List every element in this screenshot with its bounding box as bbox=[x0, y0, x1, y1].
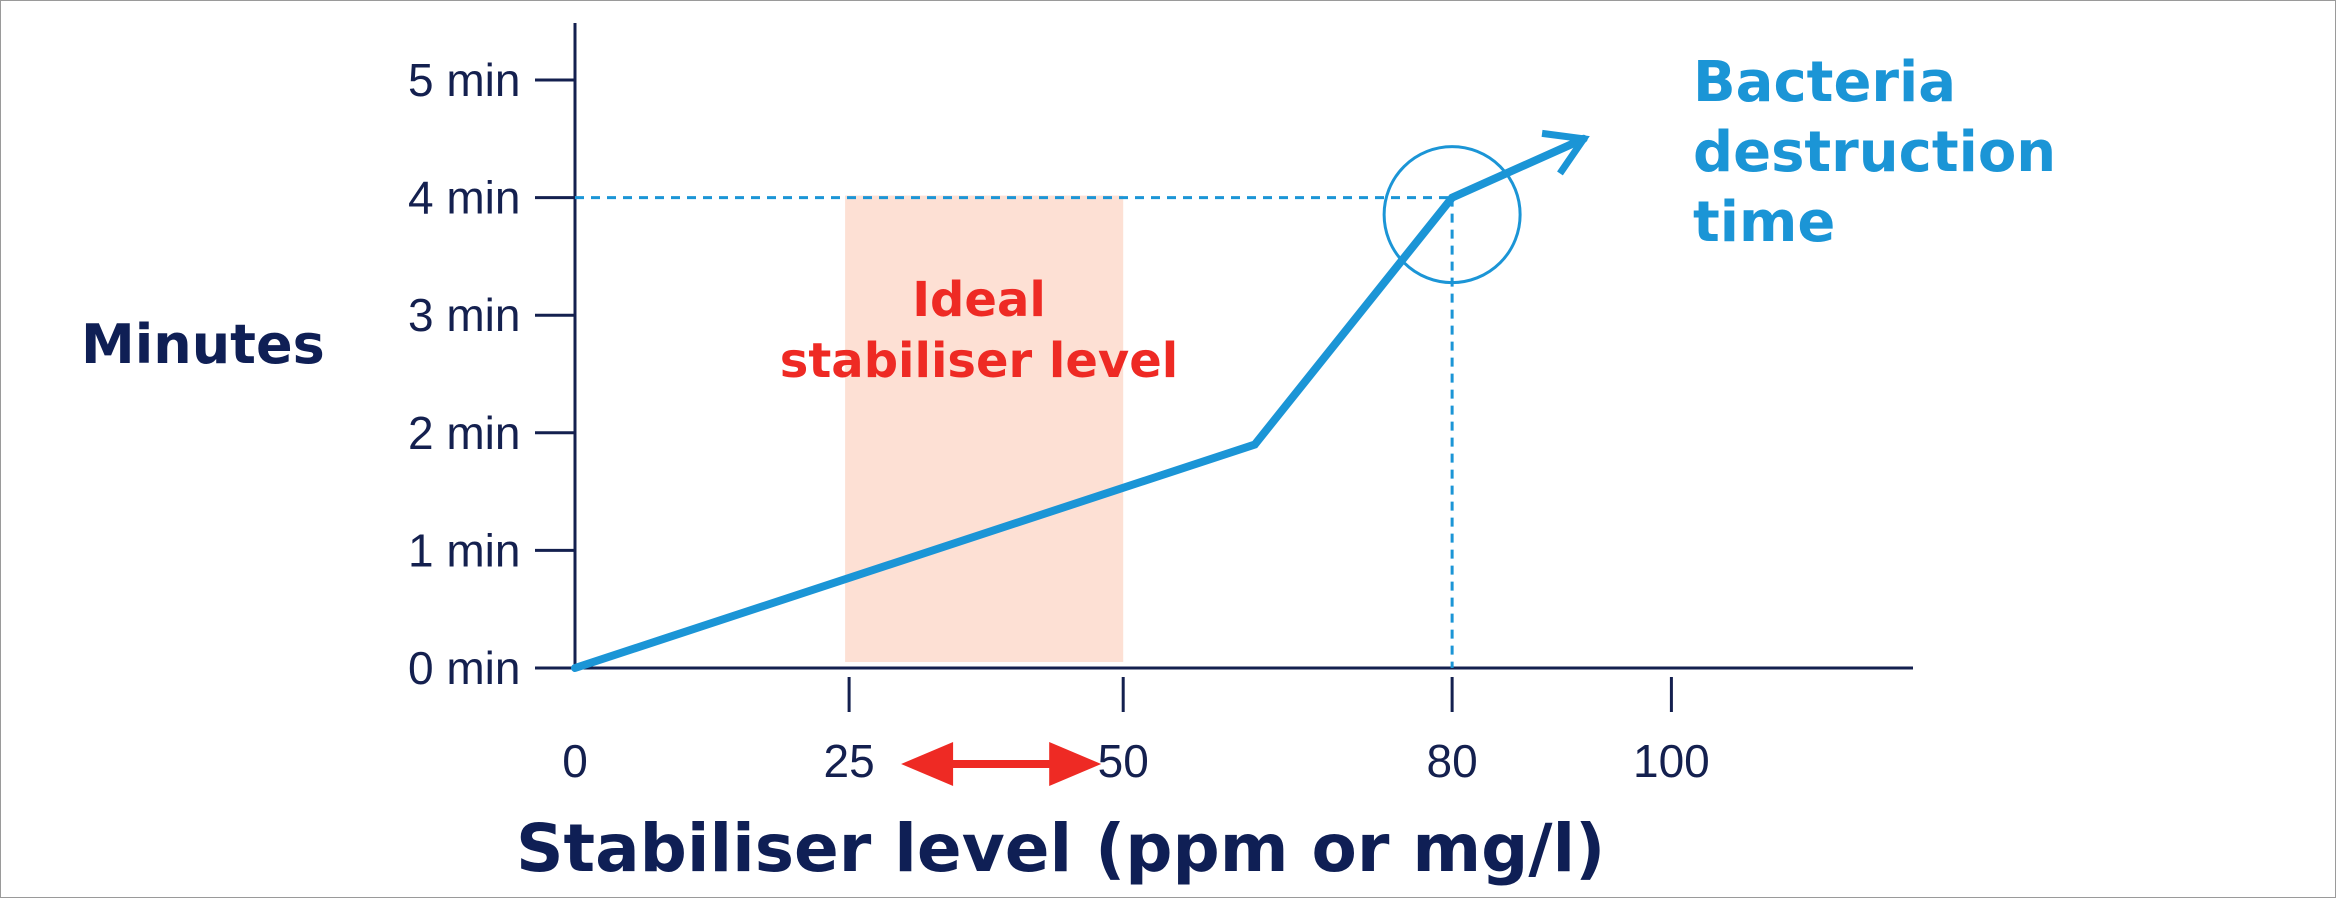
x-tick-label-0: 0 bbox=[562, 735, 588, 787]
range-arrow-left-head bbox=[901, 742, 953, 786]
ideal-label-line-1: Ideal bbox=[912, 272, 1046, 328]
series-annotation-line-2: destruction bbox=[1693, 120, 2056, 185]
x-tick-label-3: 80 bbox=[1427, 735, 1478, 787]
y-tick-label-5: 5 min bbox=[408, 54, 520, 106]
x-tick-label-1: 25 bbox=[824, 735, 875, 787]
ideal-range-shading bbox=[845, 196, 1123, 662]
y-tick-label-2: 2 min bbox=[408, 407, 520, 459]
x-axis-title: Stabiliser level (ppm or mg/l) bbox=[516, 810, 1605, 887]
ideal-label-line-2: stabiliser level bbox=[780, 333, 1178, 389]
x-tick-label-4: 100 bbox=[1633, 735, 1710, 787]
y-tick-label-1: 1 min bbox=[408, 524, 520, 576]
y-tick-label-3: 3 min bbox=[408, 289, 520, 341]
range-arrow-right-head bbox=[1049, 742, 1101, 786]
series-annotation-line-1: Bacteria bbox=[1693, 50, 1956, 115]
x-tick-label-2: 50 bbox=[1098, 735, 1149, 787]
y-axis-title: Minutes bbox=[81, 313, 325, 376]
y-tick-label-0: 0 min bbox=[408, 642, 520, 694]
y-tick-label-4: 4 min bbox=[408, 172, 520, 224]
series-annotation-line-3: time bbox=[1693, 190, 1835, 255]
